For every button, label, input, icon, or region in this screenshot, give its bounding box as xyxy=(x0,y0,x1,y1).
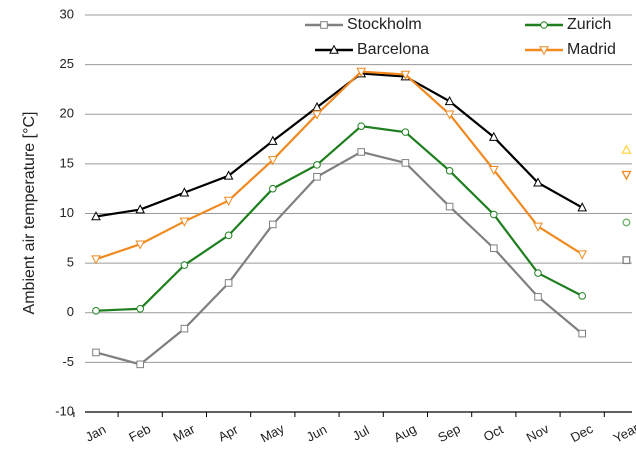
point-marker xyxy=(92,348,100,357)
x-tick-label: Oct xyxy=(481,422,506,445)
point-marker xyxy=(223,196,234,206)
point-marker xyxy=(92,306,100,315)
point-marker xyxy=(313,161,321,169)
y-tick-label: 15 xyxy=(60,155,74,170)
y-tick-label: 30 xyxy=(60,6,74,21)
x-tick-label: Feb xyxy=(126,421,153,445)
legend-marker xyxy=(320,21,328,29)
point-marker xyxy=(444,110,455,120)
x-tick-label: Aug xyxy=(391,421,418,445)
point-marker xyxy=(91,255,101,265)
legend: Stockholm Zurich Barcelona Madrid xyxy=(305,16,616,58)
point-marker xyxy=(445,202,454,211)
series-line xyxy=(95,70,583,261)
legend-label: Stockholm xyxy=(347,16,422,33)
annual-marker xyxy=(621,144,632,154)
legend-label: Madrid xyxy=(567,41,616,58)
point-marker xyxy=(135,204,146,214)
point-marker xyxy=(313,172,321,181)
point-marker xyxy=(577,202,588,212)
series-line xyxy=(95,72,583,218)
point-marker xyxy=(534,269,542,277)
legend-label: Barcelona xyxy=(357,41,429,58)
point-marker xyxy=(533,222,543,232)
x-tick-label: Year xyxy=(611,420,636,446)
point-marker xyxy=(357,122,366,130)
point-marker xyxy=(577,250,588,260)
point-marker xyxy=(267,135,278,145)
point-marker xyxy=(356,67,367,77)
point-marker xyxy=(401,159,410,167)
point-marker xyxy=(269,184,277,193)
point-marker xyxy=(401,128,410,136)
point-marker xyxy=(578,329,587,338)
point-marker xyxy=(136,360,144,369)
legend-marker xyxy=(329,44,339,54)
point-marker xyxy=(400,70,411,80)
point-marker xyxy=(267,156,278,166)
point-marker xyxy=(179,187,190,197)
x-tick-label: Jun xyxy=(304,422,330,445)
point-marker xyxy=(490,210,498,219)
point-marker xyxy=(444,95,455,106)
x-tick-label: Nov xyxy=(524,421,552,445)
y-tick-label: 0 xyxy=(67,304,74,319)
y-tick-label: 20 xyxy=(60,106,74,121)
point-marker xyxy=(224,279,233,287)
point-marker xyxy=(445,167,454,175)
annual-marker xyxy=(621,170,632,181)
x-tick-label: Jan xyxy=(83,422,109,445)
point-marker xyxy=(179,217,190,227)
legend-marker xyxy=(539,46,549,56)
y-tick-label: 10 xyxy=(60,205,74,220)
legend-marker xyxy=(540,21,548,29)
point-marker xyxy=(180,324,189,333)
point-marker xyxy=(135,240,146,250)
annual-marker xyxy=(622,256,631,265)
point-marker xyxy=(578,292,587,300)
point-marker xyxy=(357,148,365,156)
series-line xyxy=(95,125,583,312)
point-marker xyxy=(180,261,189,269)
point-marker xyxy=(312,110,322,120)
x-tick-label: Jul xyxy=(350,422,372,443)
y-tick-label: -10 xyxy=(55,403,74,418)
x-tick-label: Sep xyxy=(435,421,462,445)
point-marker xyxy=(490,244,498,253)
point-marker xyxy=(488,166,499,176)
point-marker xyxy=(269,220,277,229)
y-tick-label: -5 xyxy=(62,354,74,369)
point-marker xyxy=(91,211,101,221)
annual-marker xyxy=(622,218,631,227)
point-marker xyxy=(533,177,543,187)
x-tick-label: May xyxy=(258,420,287,445)
series-line xyxy=(95,150,583,366)
y-axis-label: Ambient air temperature [°C] xyxy=(21,112,38,315)
point-marker xyxy=(136,304,144,313)
x-tick-label: Apr xyxy=(216,421,241,444)
y-tick-label: 25 xyxy=(60,56,74,71)
legend-label: Zurich xyxy=(567,16,611,33)
point-marker xyxy=(224,231,233,240)
x-tick-label: Mar xyxy=(170,421,197,445)
x-tick-label: Dec xyxy=(568,421,596,445)
point-marker xyxy=(534,293,542,301)
point-marker xyxy=(223,170,234,180)
y-tick-label: 5 xyxy=(67,255,74,270)
point-marker xyxy=(488,131,499,141)
